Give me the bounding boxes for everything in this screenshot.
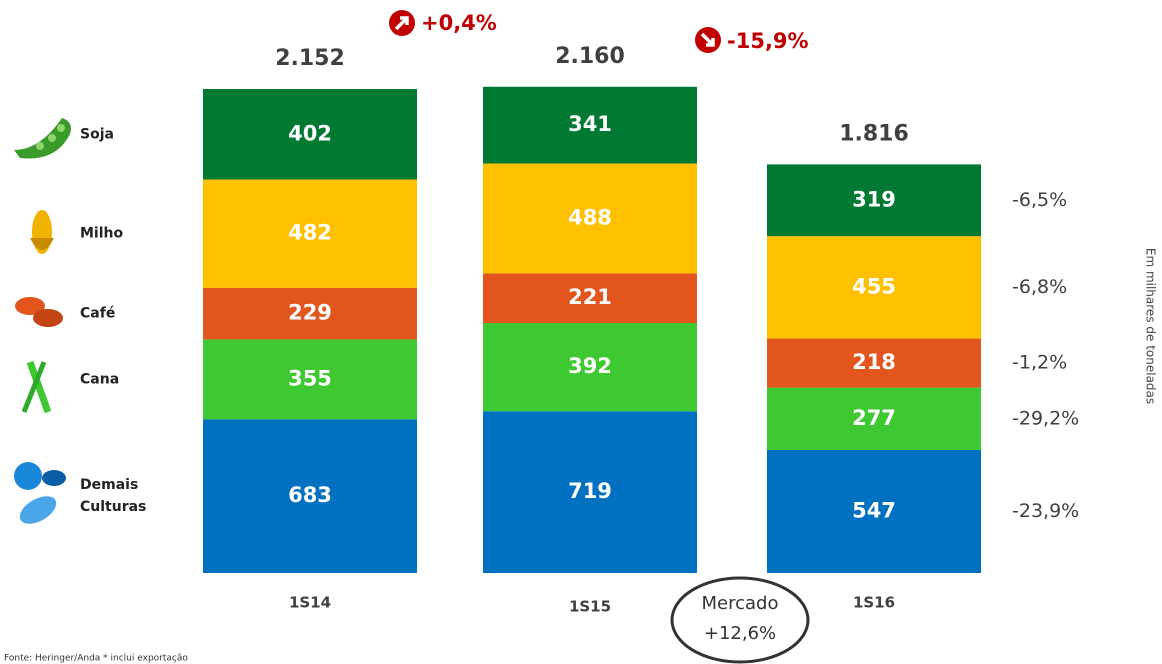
series-change: -6,5% (1012, 189, 1067, 211)
total-label: 2.152 (275, 46, 345, 71)
growth-down (695, 27, 721, 53)
bar-segment (767, 449, 981, 573)
bar-segment (483, 411, 697, 573)
bar-segment (483, 323, 697, 412)
x-tick-label: 1S15 (569, 598, 611, 616)
total-label: 2.160 (555, 44, 625, 69)
total-label: 1.816 (839, 121, 909, 146)
source: Fonte: Heringer/Anda * inclui exportação (4, 654, 188, 664)
segment-label: 455 (852, 274, 896, 298)
segment-label: 488 (568, 205, 612, 229)
bar-segment (203, 419, 417, 573)
unit-note: Em milhares de toneladas (1144, 248, 1158, 404)
legend-icons (14, 118, 71, 524)
segment-label: 341 (568, 112, 612, 136)
legend-label: Demais Culturas (80, 477, 147, 516)
segment-label: 392 (568, 354, 612, 378)
growth-label: -15,9% (727, 29, 809, 53)
bar-segment (483, 86, 697, 164)
segment-label: 277 (852, 406, 896, 430)
growth-up (389, 10, 415, 36)
market-circle (670, 576, 810, 664)
bar-segment (203, 339, 417, 420)
bar-segment (203, 179, 417, 288)
segment-label: 221 (568, 285, 612, 309)
bar-segment (203, 89, 417, 180)
legend-label: Soja (80, 126, 114, 142)
x-tick-label: 1S16 (853, 594, 895, 612)
bar-segment (203, 287, 417, 340)
bar-segment (483, 273, 697, 324)
segment-label: 319 (852, 187, 896, 211)
series-change: -23,9% (1012, 500, 1079, 522)
series-change: -6,8% (1012, 276, 1067, 298)
bar-segment (483, 163, 697, 274)
segment-label: 482 (288, 221, 332, 245)
x-tick-label: 1S14 (289, 594, 331, 612)
legend-label: Café (80, 306, 115, 322)
series-change: -29,2% (1012, 407, 1079, 429)
segment-label: 547 (852, 498, 896, 522)
segment-label: 719 (568, 479, 612, 503)
segment-label: 229 (288, 301, 332, 325)
series-change: -1,2% (1012, 352, 1067, 374)
legend-label-box: Demais Culturas (80, 477, 147, 516)
legend-label: Milho (80, 226, 123, 242)
bar-segment (767, 236, 981, 339)
bar-segment (767, 338, 981, 388)
segment-label: 402 (288, 121, 332, 145)
legend-label: Cana (80, 371, 119, 387)
market-change: +12,6% (704, 623, 776, 644)
segment-label: 683 (288, 483, 332, 507)
growth-label: +0,4% (421, 11, 497, 35)
market-title: Mercado (702, 593, 779, 614)
segment-label: 218 (852, 350, 896, 374)
segment-label: 355 (288, 366, 332, 390)
bar-segment (767, 387, 981, 450)
bar-segment (767, 164, 981, 237)
